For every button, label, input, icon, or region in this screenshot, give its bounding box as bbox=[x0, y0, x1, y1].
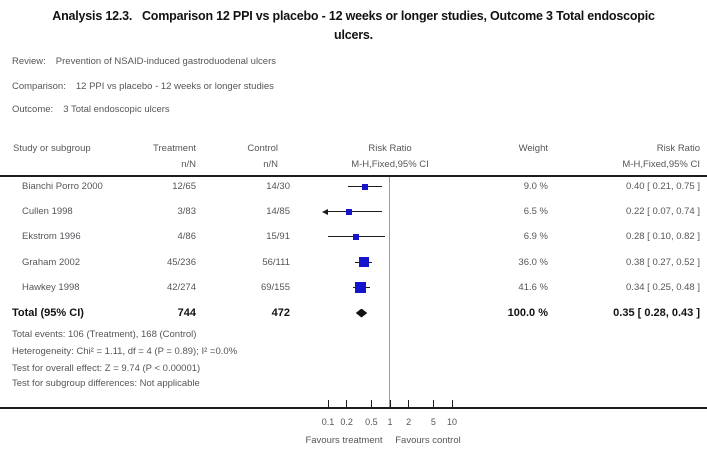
total-label: Total (95% CI) bbox=[12, 307, 84, 319]
risk-ratio-value: 0.34 [ 0.25, 0.48 ] bbox=[626, 282, 700, 293]
total-risk-ratio: 0.35 [ 0.28, 0.43 ] bbox=[613, 307, 700, 319]
axis-tick bbox=[432, 400, 434, 407]
study-name: Ekstrom 1996 bbox=[22, 231, 81, 242]
favours-control-label: Favours control bbox=[395, 435, 461, 446]
weight-value: 36.0 % bbox=[518, 257, 548, 268]
table-row: Bianchi Porro 2000 12/65 14/30 9.0 % 0.4… bbox=[0, 174, 707, 199]
favours-treatment-label: Favours treatment bbox=[305, 435, 383, 446]
axis-tick bbox=[408, 400, 410, 407]
risk-ratio-value: 0.38 [ 0.27, 0.52 ] bbox=[626, 257, 700, 268]
weight-value: 9.0 % bbox=[523, 181, 548, 192]
control-nn: 56/111 bbox=[262, 257, 290, 268]
review-line: Review: Prevention of NSAID-induced gastr… bbox=[12, 56, 276, 68]
header-risk-ratio-right: Risk Ratio M-H,Fixed,95% CI bbox=[550, 141, 700, 173]
weight-value: 6.5 % bbox=[523, 206, 548, 217]
study-name: Cullen 1998 bbox=[22, 206, 73, 217]
table-row: Cullen 1998 3/83 14/85 6.5 % 0.22 [ 0.07… bbox=[0, 199, 707, 224]
null-effect-line bbox=[389, 177, 390, 408]
treatment-nn: 42/274 bbox=[166, 282, 196, 293]
control-nn: 14/85 bbox=[266, 206, 290, 217]
axis-tick bbox=[451, 400, 453, 407]
analysis-title: Analysis 12.3. Comparison 12 PPI vs plac… bbox=[0, 7, 707, 45]
header-study: Study or subgroup bbox=[13, 143, 91, 154]
header-control-sub: n/N bbox=[263, 159, 278, 170]
total-events-note: Total events: 106 (Treatment), 168 (Cont… bbox=[12, 329, 197, 340]
comparison-value: 12 PPI vs placebo - 12 weeks or longer s… bbox=[75, 81, 274, 92]
axis-tick-label: 2 bbox=[406, 417, 412, 427]
header-control-label: Control bbox=[247, 143, 278, 154]
outcome-line: Outcome: 3 Total endoscopic ulcers bbox=[12, 104, 170, 116]
header-risk-ratio-label: Risk Ratio bbox=[368, 143, 412, 154]
total-row: Total (95% CI) 744 472 100.0 % 0.35 [ 0.… bbox=[0, 302, 707, 324]
header-treatment-label: Treatment bbox=[153, 143, 196, 154]
x-axis-line bbox=[0, 407, 707, 409]
outcome-label: Outcome: bbox=[12, 104, 54, 115]
axis-tick-label: 10 bbox=[446, 417, 458, 427]
header-treatment: Treatment n/N bbox=[120, 141, 196, 173]
control-nn: 14/30 bbox=[266, 181, 290, 192]
axis-tick-label: 1 bbox=[387, 417, 393, 427]
risk-ratio-value: 0.22 [ 0.07, 0.74 ] bbox=[626, 206, 700, 217]
axis-tick bbox=[346, 400, 348, 407]
control-nn: 15/91 bbox=[266, 231, 290, 242]
header-treatment-sub: n/N bbox=[181, 159, 196, 170]
heterogeneity-note: Heterogeneity: Chi² = 1.11, df = 4 (P = … bbox=[12, 346, 238, 357]
treatment-nn: 12/65 bbox=[172, 181, 196, 192]
risk-ratio-value: 0.28 [ 0.10, 0.82 ] bbox=[626, 231, 700, 242]
header-risk-ratio-right-label: Risk Ratio bbox=[656, 143, 700, 154]
treatment-nn: 4/86 bbox=[177, 231, 197, 242]
study-name: Graham 2002 bbox=[22, 257, 81, 268]
weight-value: 6.9 % bbox=[523, 231, 548, 242]
comparison-line: Comparison: 12 PPI vs placebo - 12 weeks … bbox=[12, 81, 274, 93]
review-label: Review: bbox=[12, 56, 46, 67]
axis-tick-label: 5 bbox=[430, 417, 436, 427]
analysis-title-line2: ulcers. bbox=[334, 28, 373, 42]
axis-tick-label: 0.5 bbox=[365, 417, 378, 427]
axis-tick-label: 0.2 bbox=[340, 417, 353, 427]
axis-tick bbox=[370, 400, 372, 407]
weight-value: 41.6 % bbox=[518, 282, 548, 293]
risk-ratio-value: 0.40 [ 0.21, 0.75 ] bbox=[626, 181, 700, 192]
overall-effect-note: Test for overall effect: Z = 9.74 (P < 0… bbox=[12, 363, 201, 374]
total-weight: 100.0 % bbox=[507, 307, 548, 319]
study-name: Bianchi Porro 2000 bbox=[22, 181, 103, 192]
control-nn: 69/155 bbox=[260, 282, 290, 293]
header-risk-ratio-plot: Risk Ratio M-H,Fixed,95% CI bbox=[300, 141, 480, 173]
treatment-nn: 3/83 bbox=[177, 206, 197, 217]
comparison-label: Comparison: bbox=[12, 81, 66, 92]
outcome-value: 3 Total endoscopic ulcers bbox=[63, 104, 170, 115]
subgroup-differences-note: Test for subgroup differences: Not appli… bbox=[12, 378, 200, 389]
axis-tick-label: 0.1 bbox=[321, 417, 335, 427]
table-row: Graham 2002 45/236 56/111 36.0 % 0.38 [ … bbox=[0, 250, 707, 275]
header-rule bbox=[0, 175, 707, 177]
header-risk-ratio-right-sub: M-H,Fixed,95% CI bbox=[622, 159, 700, 170]
review-value: Prevention of NSAID-induced gastroduoden… bbox=[55, 56, 277, 67]
header-control: Control n/N bbox=[190, 141, 278, 173]
axis-tick bbox=[327, 400, 329, 407]
header-risk-ratio-sub: M-H,Fixed,95% CI bbox=[351, 159, 429, 170]
header-weight: Weight bbox=[518, 143, 548, 154]
total-control-n: 472 bbox=[271, 307, 290, 319]
table-row: Hawkey 1998 42/274 69/155 41.6 % 0.34 [ … bbox=[0, 275, 707, 300]
table-row: Ekstrom 1996 4/86 15/91 6.9 % 0.28 [ 0.1… bbox=[0, 224, 707, 249]
study-name: Hawkey 1998 bbox=[22, 282, 80, 293]
analysis-title-line1: Analysis 12.3. Comparison 12 PPI vs plac… bbox=[52, 9, 655, 23]
treatment-nn: 45/236 bbox=[166, 257, 196, 268]
total-treatment-n: 744 bbox=[177, 307, 196, 319]
